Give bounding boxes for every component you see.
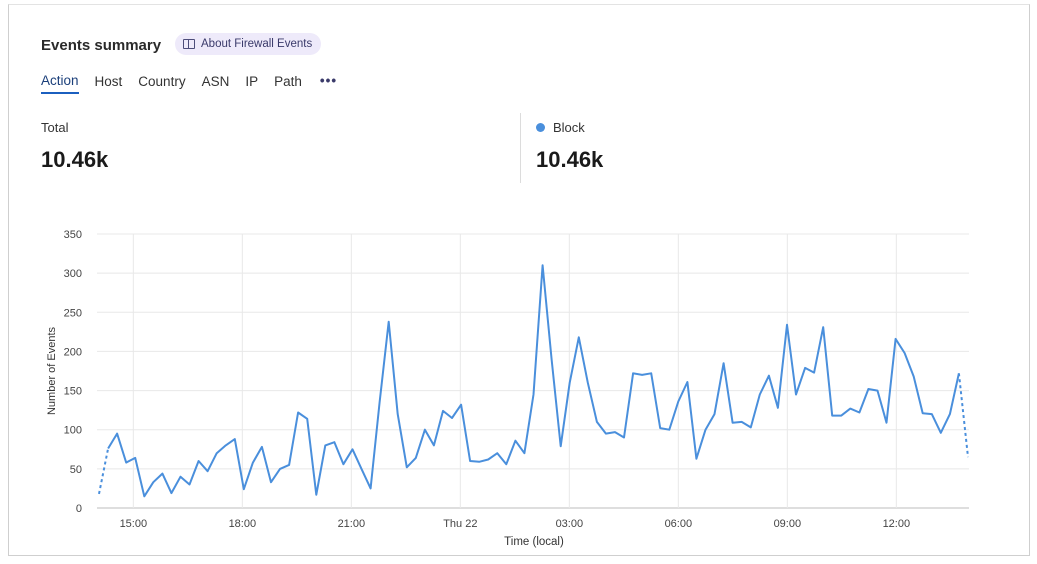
stats-divider	[520, 113, 521, 183]
breakdown-tabs: Action Host Country ASN IP Path •••	[41, 73, 337, 94]
card-title: Events summary	[41, 37, 162, 54]
total-value: 10.46k	[41, 147, 109, 172]
block-legend[interactable]: Block	[536, 120, 585, 135]
events-summary-card: Events summary About Firewall Events Act…	[8, 4, 1030, 556]
docs-link-label: About Firewall Events	[201, 38, 313, 50]
total-label: Total	[41, 120, 69, 135]
block-label: Block	[553, 120, 585, 135]
tab-ip[interactable]: IP	[245, 74, 259, 89]
tab-path[interactable]: Path	[274, 74, 302, 89]
more-tabs-icon[interactable]: •••	[319, 73, 338, 88]
block-value: 10.46k	[536, 147, 604, 172]
about-firewall-events-link[interactable]: About Firewall Events	[175, 33, 322, 55]
tab-asn[interactable]: ASN	[201, 74, 230, 89]
tab-country[interactable]: Country	[138, 74, 186, 89]
block-legend-dot-icon	[536, 123, 545, 132]
book-icon	[183, 39, 195, 49]
tab-host[interactable]: Host	[94, 74, 123, 89]
tab-action[interactable]: Action	[41, 73, 79, 94]
